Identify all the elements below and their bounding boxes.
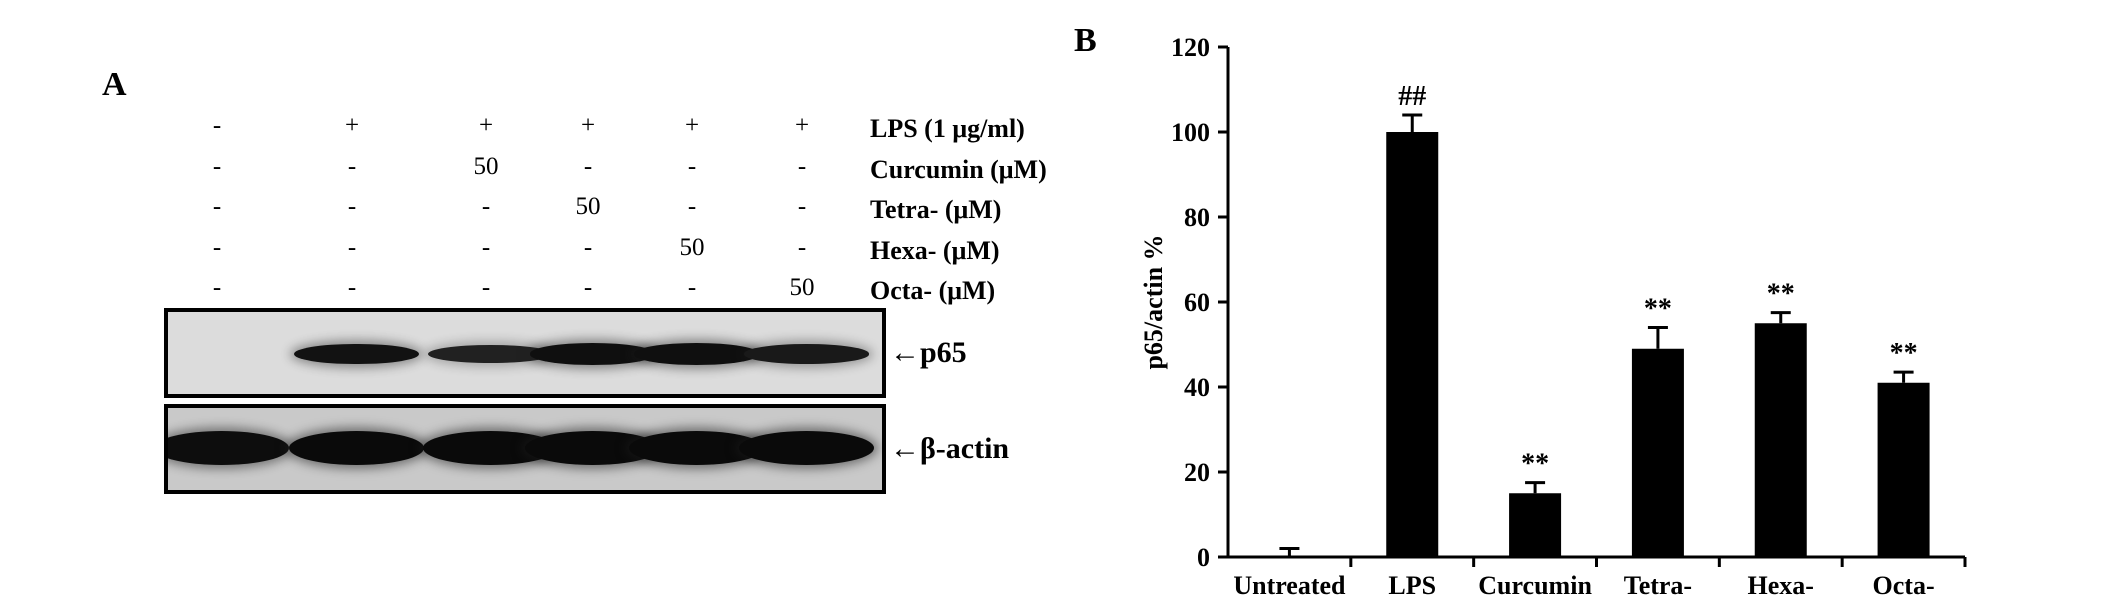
treatment-label: LPS (1 μg/ml) — [870, 114, 1025, 143]
y-tick-label: 120 — [1171, 33, 1210, 62]
y-tick-label: 80 — [1184, 203, 1210, 232]
bar — [1386, 132, 1439, 557]
treatment-cell: + — [344, 112, 360, 139]
bar — [1877, 382, 1930, 557]
treatment-label: Hexa- (μM) — [870, 236, 1000, 265]
y-axis-label: p65/actin % — [1139, 234, 1168, 369]
treatment-cell: - — [212, 153, 222, 180]
treatment-cell: - — [687, 153, 697, 180]
blot-band — [293, 343, 419, 365]
y-tick-label: 40 — [1184, 373, 1210, 402]
y-tick-label: 100 — [1171, 118, 1210, 147]
x-tick-label: Curcumin — [1478, 571, 1592, 600]
x-tick-label: Tetra- — [1624, 571, 1692, 600]
treatment-cell: - — [583, 153, 593, 180]
blot-band — [738, 431, 874, 465]
treatment-cell: - — [212, 234, 222, 261]
x-tick-label: LPS — [1388, 571, 1436, 600]
treatment-cell: - — [212, 112, 222, 139]
treatment-cell: - — [481, 274, 491, 301]
significance-label: ** — [1644, 294, 1672, 325]
blot-band — [427, 344, 553, 363]
treatment-cell: - — [687, 274, 697, 301]
panel-b-letter: B — [1074, 22, 1097, 59]
significance-label: ** — [1521, 449, 1549, 480]
y-tick-label: 0 — [1197, 543, 1210, 572]
treatment-cell: - — [481, 193, 491, 220]
blot-box — [164, 308, 886, 398]
treatment-label: Curcumin (μM) — [870, 155, 1047, 184]
x-tick-label: Octa- — [1873, 571, 1935, 600]
bar — [1754, 323, 1807, 557]
y-tick-label: 20 — [1184, 458, 1210, 487]
treatment-cell: + — [684, 112, 700, 139]
treatment-label: Tetra- (μM) — [870, 195, 1002, 224]
treatment-cell: - — [347, 234, 357, 261]
treatment-cell: - — [347, 153, 357, 180]
treatment-cell: - — [212, 193, 222, 220]
treatment-cell: + — [580, 112, 596, 139]
bar — [1631, 348, 1684, 557]
treatment-cell: - — [797, 234, 807, 261]
treatment-cell: - — [481, 234, 491, 261]
treatment-label: Octa- (μM) — [870, 276, 996, 305]
treatment-cell: - — [583, 274, 593, 301]
treatment-cell: 50 — [679, 234, 705, 261]
treatment-cell: - — [347, 193, 357, 220]
treatment-cell: + — [794, 112, 810, 139]
blot-band — [529, 343, 655, 365]
blot-label: ←β-actin — [890, 432, 1010, 465]
x-tick-label: Untreated — [1233, 571, 1346, 600]
treatment-cell: - — [212, 274, 222, 301]
treatment-cell: 50 — [789, 274, 815, 301]
significance-label: ** — [1890, 338, 1918, 369]
blot-label: ←p65 — [890, 336, 967, 369]
blot-band — [633, 343, 759, 365]
treatment-cell: 50 — [575, 193, 601, 220]
treatment-cell: - — [797, 193, 807, 220]
blot-box — [164, 404, 886, 494]
significance-label: ## — [1398, 81, 1426, 112]
treatment-cell: - — [347, 274, 357, 301]
panel-a-letter: A — [102, 66, 127, 103]
treatment-cell: - — [687, 193, 697, 220]
treatment-cell: - — [583, 234, 593, 261]
significance-label: ** — [1767, 279, 1795, 310]
x-tick-label: Hexa- — [1748, 571, 1814, 600]
bar — [1509, 493, 1562, 557]
blot-band — [743, 344, 869, 364]
blot-band — [288, 431, 424, 465]
blot-band — [168, 431, 289, 465]
treatment-cell: - — [797, 153, 807, 180]
y-tick-label: 60 — [1184, 288, 1210, 317]
treatment-cell: 50 — [473, 153, 499, 180]
treatment-cell: + — [478, 112, 494, 139]
